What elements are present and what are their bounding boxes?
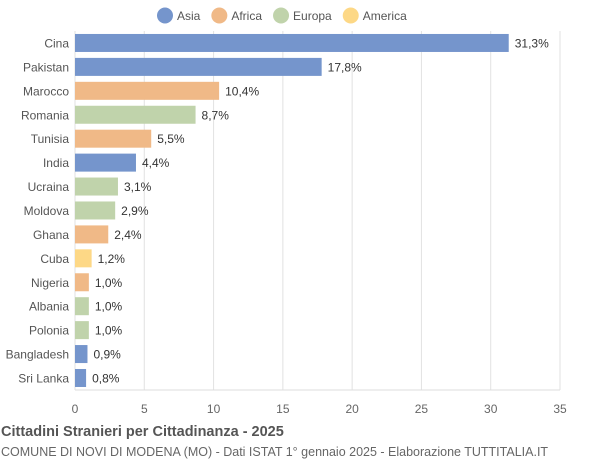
- chart-subtitle: COMUNE DI NOVI DI MODENA (MO) - Dati IST…: [1, 445, 549, 459]
- bar-pakistan: [75, 57, 322, 76]
- bar-cina: [75, 33, 509, 52]
- x-tick-label: 0: [72, 402, 79, 416]
- data-label: 31,3%: [515, 36, 549, 50]
- category-label: Marocco: [23, 84, 69, 98]
- data-label: 1,2%: [98, 252, 126, 266]
- bar-chart: 0 5 10 15 20 25 30 35 Cina 31,3% Pakistan 17,8% Maro…: [6, 7, 567, 416]
- data-label: 10,4%: [225, 84, 259, 98]
- x-tick-label: 25: [415, 402, 429, 416]
- bar-romania: [75, 105, 196, 124]
- legend-label-europa: Europa: [293, 9, 332, 23]
- x-tick-label: 15: [276, 402, 290, 416]
- data-label: 0,8%: [92, 371, 120, 385]
- bar-ghana: [75, 225, 109, 244]
- data-label: 2,9%: [121, 204, 149, 218]
- x-tick-label: 20: [345, 402, 359, 416]
- data-label: 4,4%: [142, 156, 170, 170]
- data-label: 17,8%: [328, 60, 362, 74]
- category-label: Albania: [29, 300, 69, 314]
- category-label: Ghana: [33, 228, 69, 242]
- bar-ucraina: [75, 177, 118, 196]
- legend-label-america: America: [363, 9, 407, 23]
- legend-marker-africa: [211, 7, 228, 24]
- data-label: 5,5%: [157, 132, 185, 146]
- bar-nigeria: [75, 273, 89, 292]
- bar-tunisia: [75, 129, 152, 148]
- category-label: Ucraina: [28, 180, 70, 194]
- bar-bangladesh: [75, 345, 88, 364]
- legend-label-africa: Africa: [231, 9, 262, 23]
- legend-marker-europa: [273, 7, 290, 24]
- category-label: Cuba: [40, 252, 69, 266]
- x-tick-label: 10: [207, 402, 221, 416]
- x-tick-label: 35: [553, 402, 567, 416]
- data-label: 1,0%: [95, 300, 123, 314]
- category-label: Nigeria: [31, 276, 69, 290]
- bar-albania: [75, 297, 89, 316]
- data-label: 1,0%: [95, 276, 123, 290]
- data-label: 8,7%: [202, 108, 230, 122]
- legend-marker-asia: [157, 7, 173, 24]
- data-label: 3,1%: [124, 180, 152, 194]
- category-label: India: [43, 156, 69, 170]
- category-label: Bangladesh: [6, 348, 69, 362]
- bar-polonia: [75, 321, 89, 340]
- category-label: Moldova: [24, 204, 70, 218]
- data-label: 2,4%: [114, 228, 142, 242]
- category-label: Cina: [44, 36, 69, 50]
- data-label: 0,9%: [93, 348, 121, 362]
- bar-moldova: [75, 201, 116, 220]
- x-tick-label: 30: [484, 402, 498, 416]
- category-label: Romania: [21, 108, 69, 122]
- bar-cuba: [75, 249, 92, 268]
- legend-label-asia: Asia: [177, 9, 201, 23]
- category-label: Polonia: [29, 324, 69, 338]
- category-label: Tunisia: [31, 132, 70, 146]
- bar-india: [75, 153, 136, 172]
- legend-marker-america: [342, 7, 359, 24]
- x-tick-label: 5: [141, 402, 148, 416]
- chart-title: Cittadini Stranieri per Cittadinanza - 2…: [1, 424, 284, 440]
- category-label: Pakistan: [23, 60, 69, 74]
- category-label: Sri Lanka: [18, 371, 69, 385]
- bar-sri-lanka: [75, 368, 87, 387]
- data-label: 1,0%: [95, 324, 123, 338]
- bar-marocco: [75, 81, 220, 100]
